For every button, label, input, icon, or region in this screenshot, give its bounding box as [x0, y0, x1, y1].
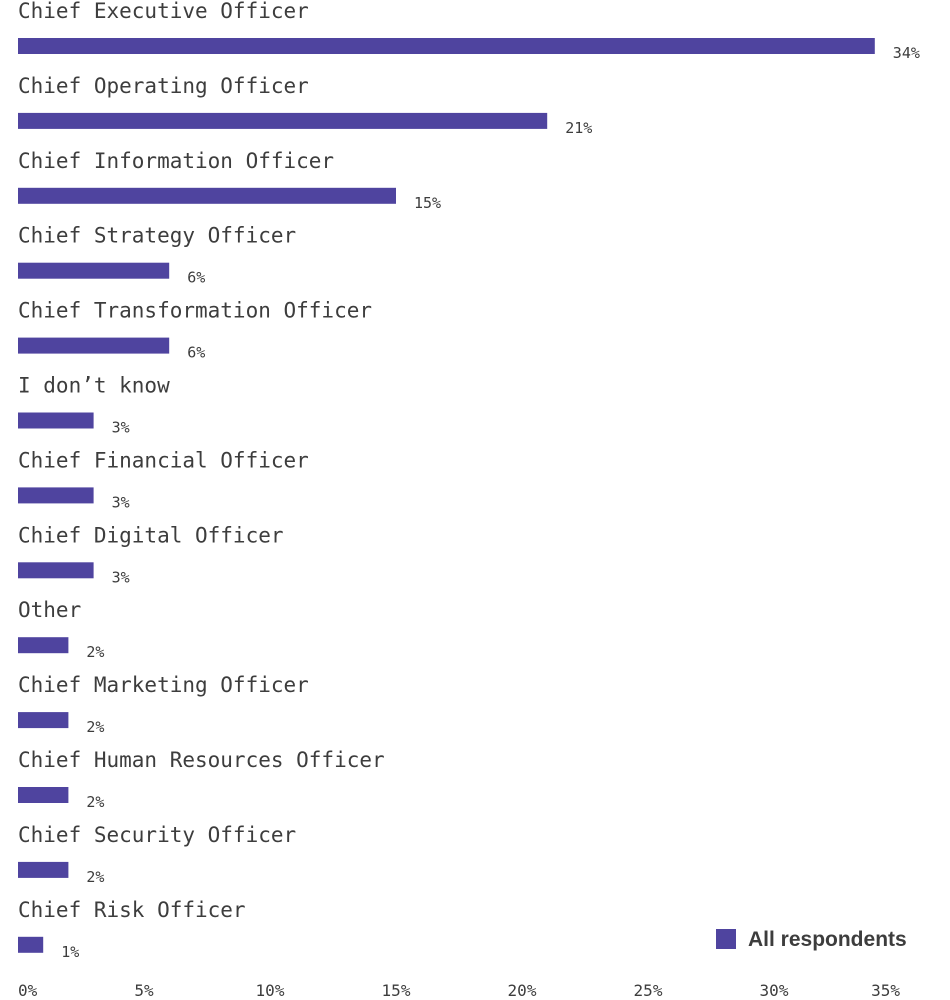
value-label: 2%	[86, 868, 104, 886]
category-label: Chief Executive Officer	[18, 0, 309, 23]
bar-row: Chief Operating Officer 21%	[18, 74, 592, 137]
category-label: Chief Strategy Officer	[18, 224, 296, 248]
bar-row: Chief Information Officer 15%	[18, 149, 441, 212]
category-label: I don’t know	[18, 374, 170, 398]
bar	[18, 562, 94, 579]
value-label: 15%	[414, 194, 441, 212]
value-label: 2%	[86, 643, 104, 661]
bar	[18, 38, 875, 54]
x-axis: 0% 5% 10% 15% 20% 25% 30% 35%	[18, 981, 900, 1000]
bar-row: Chief Financial Officer 3%	[18, 448, 309, 511]
bar-row: I don’t know 3%	[18, 374, 170, 437]
bar	[18, 637, 69, 654]
bar-row: Chief Security Officer 2%	[18, 823, 296, 886]
bar-row: Chief Marketing Officer 2%	[18, 673, 309, 736]
value-label: 6%	[187, 269, 205, 287]
value-label: 1%	[61, 943, 79, 961]
bar	[18, 412, 94, 429]
category-label: Chief Financial Officer	[18, 448, 309, 472]
bar	[18, 112, 548, 129]
value-label: 2%	[86, 793, 104, 811]
value-label: 6%	[187, 344, 205, 362]
bar-row: Chief Human Resources Officer 2%	[18, 748, 385, 811]
value-label: 3%	[112, 493, 130, 511]
legend-label: All respondents	[748, 928, 907, 951]
x-tick-label: 5%	[134, 981, 154, 1000]
x-tick-label: 20%	[508, 981, 537, 1000]
bar	[18, 337, 170, 354]
category-label: Chief Security Officer	[18, 823, 296, 847]
value-label: 21%	[565, 119, 592, 137]
bar	[18, 187, 396, 204]
bar-row: Chief Transformation Officer 6%	[18, 299, 372, 362]
bar	[18, 936, 44, 953]
category-label: Chief Information Officer	[18, 149, 334, 173]
bar-row: Chief Digital Officer 3%	[18, 523, 284, 586]
category-label: Chief Operating Officer	[18, 74, 309, 98]
legend: All respondents	[716, 928, 907, 951]
value-label: 3%	[112, 568, 130, 586]
value-label: 3%	[112, 419, 130, 437]
bar-row: Chief Risk Officer 1%	[18, 898, 246, 961]
bar	[18, 787, 69, 803]
x-tick-label: 30%	[760, 981, 789, 1000]
bar	[18, 861, 69, 878]
bar	[18, 712, 69, 729]
category-label: Other	[18, 598, 81, 622]
x-tick-label: 15%	[382, 981, 411, 1000]
value-label: 34%	[893, 44, 920, 62]
x-tick-label: 25%	[634, 981, 663, 1000]
category-label: Chief Digital Officer	[18, 523, 284, 547]
category-label: Chief Transformation Officer	[18, 299, 372, 323]
x-tick-label: 10%	[256, 981, 285, 1000]
bar-row: Chief Strategy Officer 6%	[18, 224, 296, 287]
value-label: 2%	[86, 718, 104, 736]
bar-row: Chief Executive Officer 34%	[18, 0, 920, 62]
category-label: Chief Human Resources Officer	[18, 748, 385, 772]
bar-row: Other 2%	[18, 598, 104, 661]
bars-layer: Chief Executive Officer 34% Chief Operatin…	[18, 0, 920, 961]
category-label: Chief Marketing Officer	[18, 673, 309, 697]
x-tick-label: 35%	[871, 981, 900, 1000]
bar	[18, 262, 170, 279]
x-tick-label: 0%	[18, 981, 38, 1000]
category-label: Chief Risk Officer	[18, 898, 246, 922]
legend-swatch	[716, 929, 736, 949]
bar	[18, 487, 94, 504]
